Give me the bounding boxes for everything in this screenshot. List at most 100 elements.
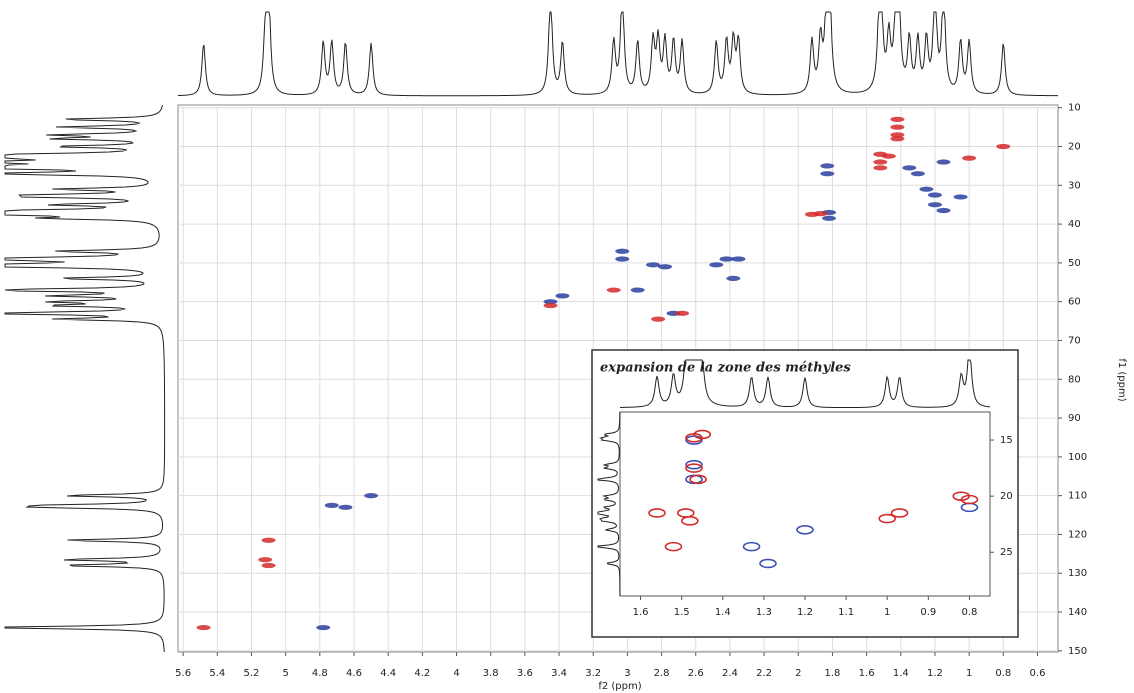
peak	[316, 624, 331, 631]
x-tick-label: 3.2	[585, 668, 601, 679]
peak	[962, 155, 977, 161]
f1-projection	[4, 104, 166, 653]
x-tick-label: 1.5	[674, 607, 690, 618]
peak	[338, 504, 353, 510]
x-tick-label: 4	[453, 668, 459, 679]
peak	[890, 508, 909, 518]
inset-plot-frame	[619, 411, 991, 597]
y-tick-label: 120	[1068, 529, 1087, 540]
peak	[675, 310, 690, 316]
peak	[630, 287, 645, 293]
peak	[881, 153, 896, 159]
peak	[689, 474, 707, 485]
peak	[890, 124, 905, 130]
x-axis-label: f2 (ppm)	[598, 681, 641, 692]
peak	[555, 293, 570, 299]
y-tick-label: 60	[1068, 297, 1081, 308]
peak	[651, 316, 666, 322]
y-tick-label: 30	[1068, 180, 1081, 191]
peak	[543, 299, 558, 305]
x-tick-label: 4.8	[312, 668, 328, 679]
peak	[719, 256, 734, 262]
peak	[606, 287, 621, 293]
x-tick-label: 1.6	[633, 607, 649, 618]
peak	[664, 541, 683, 552]
peak	[261, 562, 276, 569]
peak	[796, 525, 814, 535]
peak	[873, 165, 888, 171]
x-tick-label: 4.6	[346, 668, 362, 679]
x-tick-label: 0.8	[961, 607, 977, 618]
peak	[685, 463, 703, 473]
peak	[960, 494, 979, 505]
peak	[646, 262, 661, 268]
x-tick-label: 1.8	[824, 668, 840, 679]
x-tick-label: 1.2	[797, 607, 813, 618]
peak	[681, 516, 699, 526]
y-tick-label: 90	[1068, 413, 1081, 424]
y-tick-label: 25	[1000, 547, 1013, 558]
x-tick-label: 3.6	[517, 668, 533, 679]
f2-projection	[619, 359, 991, 409]
y-tick-label: 40	[1068, 219, 1081, 230]
peak	[196, 624, 211, 631]
x-tick-label: 1.3	[756, 607, 772, 618]
x-tick-label: 4.4	[380, 668, 396, 679]
x-tick-label: 1.4	[893, 668, 909, 679]
peak	[822, 215, 837, 221]
peak	[890, 116, 905, 122]
peak	[364, 493, 379, 499]
y-tick-label: 100	[1068, 452, 1087, 463]
x-tick-label: 1	[884, 607, 890, 618]
peak	[890, 132, 905, 138]
peak	[685, 459, 703, 470]
peak	[996, 143, 1011, 150]
x-tick-label: 2.6	[688, 668, 704, 679]
x-tick-label: 1.2	[927, 668, 943, 679]
y-tick-label: 130	[1068, 568, 1087, 579]
peak	[820, 171, 835, 177]
inset-title: expansion de la zone des méthyles	[600, 361, 851, 376]
x-tick-label: 2.8	[654, 668, 670, 679]
x-tick-label: 0.8	[995, 668, 1011, 679]
x-tick-label: 1.4	[715, 607, 731, 618]
f1-projection	[597, 411, 621, 597]
peak	[919, 186, 934, 192]
y-tick-label: 70	[1068, 335, 1081, 346]
x-tick-label: 4.2	[414, 668, 430, 679]
x-tick-label: 3.8	[483, 668, 499, 679]
peak	[873, 159, 888, 165]
y-tick-label: 110	[1068, 491, 1087, 502]
peak	[615, 248, 630, 254]
peak	[261, 537, 276, 543]
x-tick-label: 3	[624, 668, 630, 679]
x-tick-label: 0.6	[1030, 668, 1046, 679]
y-tick-label: 20	[1068, 142, 1081, 153]
y-tick-label: 20	[1000, 491, 1013, 502]
x-tick-label: 0.9	[920, 607, 936, 618]
f2-projection	[177, 11, 1059, 97]
peak	[693, 429, 712, 440]
peak	[648, 508, 666, 518]
y-tick-label: 150	[1068, 646, 1087, 657]
peak	[258, 557, 273, 563]
peak	[953, 194, 968, 200]
peak	[709, 262, 724, 268]
y-tick-label: 80	[1068, 374, 1081, 385]
peak	[324, 502, 339, 508]
y-tick-label: 140	[1068, 607, 1087, 618]
peak	[936, 207, 951, 214]
peak	[820, 163, 835, 169]
peak	[759, 558, 777, 569]
x-tick-label: 1	[966, 668, 972, 679]
peak	[731, 256, 746, 262]
inset-plot: 1.6 1.5 1.4 1.3 1.2 1.1 1 0.9 0.8 15 20 25 expansion…	[597, 359, 1013, 618]
peak	[615, 256, 630, 262]
x-tick-label: 2.2	[756, 668, 772, 679]
x-tick-label: 2	[795, 668, 801, 679]
peak	[902, 165, 917, 171]
peak	[927, 202, 942, 208]
x-tick-label: 5.2	[244, 668, 260, 679]
peak	[910, 171, 925, 177]
